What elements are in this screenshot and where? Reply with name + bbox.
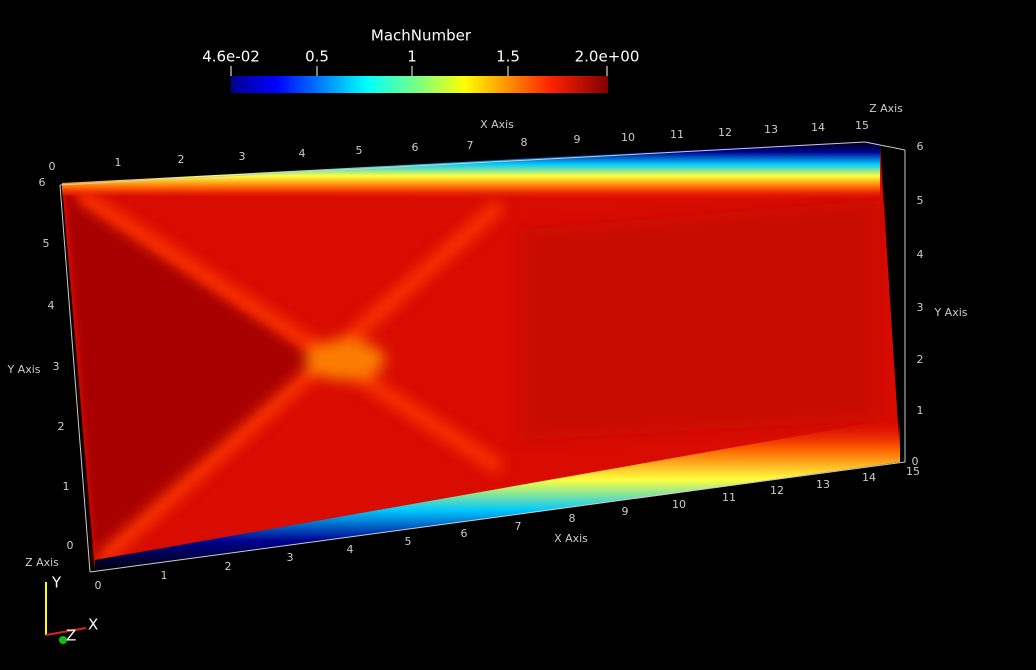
colorbar-label: 1.5 (496, 48, 520, 66)
triad-label: X (88, 616, 98, 634)
triad-x (45, 627, 87, 636)
axis-tick-label: 4 (299, 147, 306, 160)
triad-label: Z (66, 627, 76, 645)
axes-box (59, 141, 906, 573)
axis-title: Z Axis (869, 102, 903, 115)
axis-tick-label: 7 (515, 520, 522, 533)
axis-tick-label: 0 (95, 579, 102, 592)
axis-tick-label: 11 (722, 491, 736, 504)
colorbar-title: MachNumber (371, 27, 472, 45)
colorbar-label: 1 (407, 48, 417, 66)
axis-tick-label: 3 (239, 150, 246, 163)
axis-tick-label: 1 (63, 480, 70, 493)
axis-tick-label: 4 (347, 543, 354, 556)
axis-tick-label: 3 (53, 360, 60, 373)
axis-tick-label: 5 (356, 144, 363, 157)
axis-tick-label: 3 (917, 301, 924, 314)
axis-tick-label: 14 (811, 121, 825, 134)
axis-tick-label: 5 (43, 237, 50, 250)
axis-tick-label: 2 (58, 420, 65, 433)
axis-tick-label: 6 (412, 141, 419, 154)
axis-tick-label: 8 (521, 136, 528, 149)
axis-tick-label: 1 (115, 156, 122, 169)
axis-tick-label: 12 (770, 484, 784, 497)
axis-tick-label: 3 (287, 551, 294, 564)
axis-tick-label: 6 (461, 527, 468, 540)
axis-title: Y Axis (933, 306, 967, 319)
axis-tick-label: 0 (67, 539, 74, 552)
axis-tick-label: 6 (917, 140, 924, 153)
axis-tick-label: 0 (49, 160, 56, 173)
colorbar-label: 4.6e-02 (202, 48, 260, 66)
triad-label: Y (51, 574, 62, 592)
axis-tick-label: 2 (917, 353, 924, 366)
axis-tick-label: 14 (862, 471, 876, 484)
triad-z (59, 636, 67, 644)
axis-tick-label: 7 (467, 139, 474, 152)
axis-title: X Axis (554, 532, 588, 545)
axis-tick-label: 5 (405, 535, 412, 548)
axis-tick-label: 12 (718, 126, 732, 139)
axis-tick-label: 13 (764, 123, 778, 136)
colorbar-label: 2.0e+00 (575, 48, 640, 66)
axis-tick-label: 10 (672, 498, 686, 511)
axis-tick-label: 6 (39, 176, 46, 189)
colorbar-label: 0.5 (305, 48, 329, 66)
axis-tick-label: 11 (670, 128, 684, 141)
axis-tick-label: 2 (178, 153, 185, 166)
axis-tick-label: 9 (622, 505, 629, 518)
colorbar (231, 76, 608, 93)
axis-tick-label: 15 (906, 465, 920, 478)
axis-tick-label: 8 (569, 512, 576, 525)
axis-tick-label: 4 (48, 299, 55, 312)
axis-tick-label: 0 (912, 455, 919, 468)
axis-tick-label: 1 (917, 404, 924, 417)
axis-title: Z Axis (25, 556, 59, 569)
axis-tick-label: 10 (621, 131, 635, 144)
axis-tick-label: 1 (161, 569, 168, 582)
axis-title: Y Axis (6, 363, 40, 376)
axis-title: X Axis (480, 118, 514, 131)
volume (62, 140, 900, 572)
axis-tick-label: 5 (917, 194, 924, 207)
axis-tick-label: 9 (574, 133, 581, 146)
axis-tick-label: 4 (917, 248, 924, 261)
axis-tick-label: 13 (816, 478, 830, 491)
axis-tick-label: 2 (225, 560, 232, 573)
axis-tick-label: 15 (855, 119, 869, 132)
